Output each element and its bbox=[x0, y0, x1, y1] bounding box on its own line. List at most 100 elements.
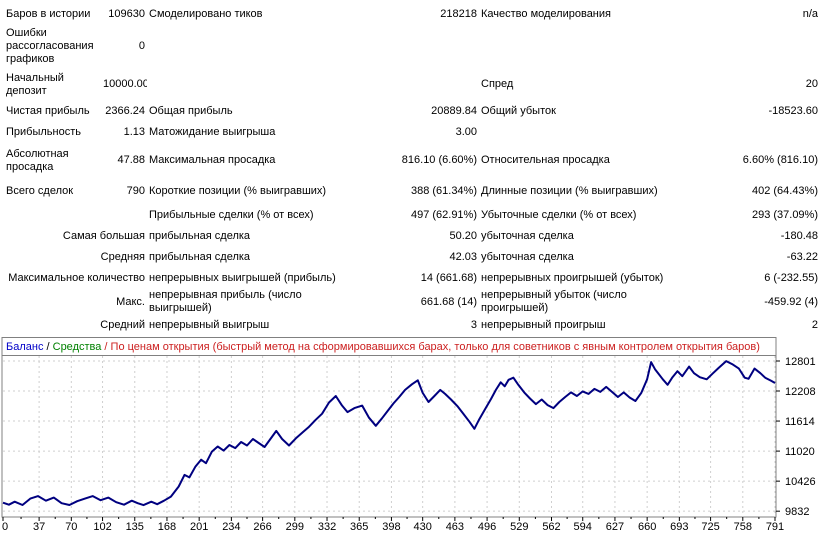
y-axis-label: 11020 bbox=[785, 446, 815, 458]
x-axis-label: 430 bbox=[413, 521, 431, 533]
stat-value: 661.68 (14) bbox=[420, 295, 477, 308]
report-row: Максимальное количество непрерывных выигр… bbox=[4, 268, 820, 289]
stat-value: n/a bbox=[802, 8, 818, 20]
stat-value: 402 (64.43%) bbox=[751, 185, 818, 197]
stat-label: непрерывных проигрышей (убыток) bbox=[481, 272, 664, 284]
stat-label: Матожидание выигрыша bbox=[149, 126, 276, 138]
balance-chart: 12801 12208 11614 11020 10426 9832 0 37 70 102 135… bbox=[0, 337, 828, 536]
x-axis-label: 693 bbox=[670, 521, 688, 533]
stat-value: 497 (62.91%) bbox=[410, 209, 477, 221]
stat-value: 6.60% (816.10) bbox=[742, 154, 818, 166]
balance-line bbox=[2, 360, 776, 507]
stat-label bbox=[4, 205, 101, 226]
x-axis-label: 365 bbox=[350, 521, 368, 533]
x-axis-label: 463 bbox=[446, 521, 464, 533]
legend-separator: / bbox=[43, 341, 52, 353]
x-axis-label: 627 bbox=[606, 521, 624, 533]
x-axis-label: 529 bbox=[510, 521, 528, 533]
x-axis-label: 201 bbox=[190, 521, 208, 533]
report-rows: Баров в истории 109630 Смоделировано тиков… bbox=[4, 4, 820, 336]
stat-label: Убыточные сделки (% от всех) bbox=[481, 209, 637, 221]
strategy-tester-report-table: Баров в истории 109630 Смоделировано тиков… bbox=[4, 4, 820, 336]
legend-equity-label: Средства bbox=[53, 341, 103, 353]
stat-prefix: Самая большая bbox=[62, 230, 145, 242]
stat-prefix: Средний bbox=[100, 319, 145, 331]
stat-label: Короткие позиции (% выигравших) bbox=[149, 185, 327, 197]
stat-label bbox=[479, 25, 676, 68]
stat-label: Баров в истории bbox=[6, 8, 91, 20]
stat-value bbox=[676, 122, 820, 143]
legend-balance-label: Баланс bbox=[6, 341, 44, 353]
stat-label bbox=[147, 68, 344, 101]
x-axis-label: 234 bbox=[222, 521, 240, 533]
chart-legend: Баланс / Средства / По ценам открытия (б… bbox=[6, 341, 760, 353]
stat-label: Всего сделок bbox=[6, 185, 74, 197]
stat-value: 388 (61.34%) bbox=[410, 185, 477, 197]
legend-separator: / bbox=[101, 341, 110, 353]
stat-value: 1.13 bbox=[123, 126, 145, 138]
x-axis-label: 496 bbox=[478, 521, 496, 533]
stat-value: 3.00 bbox=[455, 126, 477, 138]
stat-prefix: Макс. bbox=[116, 295, 145, 308]
x-axis-label: 266 bbox=[253, 521, 271, 533]
report-row: Баров в истории 109630 Смоделировано тиков… bbox=[4, 4, 820, 25]
report-row: Средний непрерывный выигрыш 3 непрерывный п… bbox=[4, 315, 820, 336]
stat-value: 2 bbox=[811, 319, 818, 331]
stat-prefix: Максимальное количество bbox=[8, 272, 145, 284]
stat-value bbox=[101, 205, 147, 226]
stat-value: 109630 bbox=[108, 8, 145, 20]
stat-label: Начальный депозит bbox=[6, 71, 64, 97]
stat-value: 10000.00 bbox=[103, 78, 147, 90]
report-row: Макс. непрерывная прибыль (число выигрыше… bbox=[4, 289, 820, 315]
x-axis-label: 758 bbox=[734, 521, 752, 533]
stat-label: Общая прибыль bbox=[149, 105, 233, 117]
stat-label bbox=[479, 122, 676, 143]
report-row: Начальный депозит 10000.00 Спред 20 bbox=[4, 68, 820, 101]
stat-label: Максимальная просадка bbox=[149, 154, 276, 166]
stat-value bbox=[676, 25, 820, 68]
stat-value bbox=[344, 25, 479, 68]
report-row: Абсолютная просадка 47.88 Максимальная про… bbox=[4, 143, 820, 178]
stat-value: -180.48 bbox=[780, 230, 818, 242]
stat-value: 20 bbox=[805, 78, 818, 90]
y-axis-label: 9832 bbox=[785, 506, 809, 518]
chart-frame bbox=[1, 337, 777, 518]
x-axis-label: 299 bbox=[286, 521, 304, 533]
y-axis-label: 10426 bbox=[785, 476, 816, 488]
stat-value: 6 (-232.55) bbox=[764, 272, 818, 284]
balance-chart-svg: 12801 12208 11614 11020 10426 9832 0 37 70 102 135… bbox=[1, 337, 816, 533]
y-axis-label: 11614 bbox=[785, 416, 815, 428]
stat-value: 3 bbox=[470, 319, 477, 331]
stat-label: Длинные позиции (% выигравших) bbox=[481, 185, 658, 197]
stat-value: 0 bbox=[138, 40, 145, 52]
stat-label: убыточная сделка bbox=[481, 251, 574, 263]
stat-label: непрерывный проигрыш bbox=[481, 319, 606, 331]
legend-note: По ценам открытия (быстрый метод на сфор… bbox=[111, 341, 760, 353]
x-axis-label: 37 bbox=[33, 521, 45, 533]
x-axis-label: 562 bbox=[542, 521, 560, 533]
x-axis-label: 70 bbox=[65, 521, 77, 533]
x-axis-label: 0 bbox=[2, 521, 8, 533]
stat-value: 42.03 bbox=[449, 251, 477, 263]
x-axis-label: 332 bbox=[318, 521, 336, 533]
stat-label: Смоделировано тиков bbox=[149, 8, 263, 20]
x-axis-label: 398 bbox=[382, 521, 400, 533]
stat-value: 20889.84 bbox=[431, 105, 477, 117]
y-axis-label: 12208 bbox=[785, 386, 816, 398]
stat-label: непрерывный выигрыш bbox=[149, 319, 270, 331]
stat-value: -63.22 bbox=[786, 251, 818, 263]
stat-label: прибыльная сделка bbox=[149, 230, 251, 242]
stat-label bbox=[147, 25, 344, 68]
report-row: Всего сделок 790 Короткие позиции (% выигр… bbox=[4, 178, 820, 205]
stat-label: Относительная просадка bbox=[481, 154, 610, 166]
stat-label: непрерывный убыток (число проигрышей) bbox=[481, 289, 627, 314]
stat-prefix: Средняя bbox=[100, 251, 145, 263]
x-axis-label: 594 bbox=[574, 521, 592, 533]
x-axis-label: 168 bbox=[158, 521, 176, 533]
stat-label: убыточная сделка bbox=[481, 230, 574, 242]
stat-label: непрерывная прибыль (число выигрышей) bbox=[149, 289, 302, 314]
stat-label: Общий убыток bbox=[481, 105, 556, 117]
stat-value: 790 bbox=[126, 185, 145, 197]
stat-value: 218218 bbox=[440, 8, 477, 20]
stat-value: 47.88 bbox=[117, 154, 145, 166]
